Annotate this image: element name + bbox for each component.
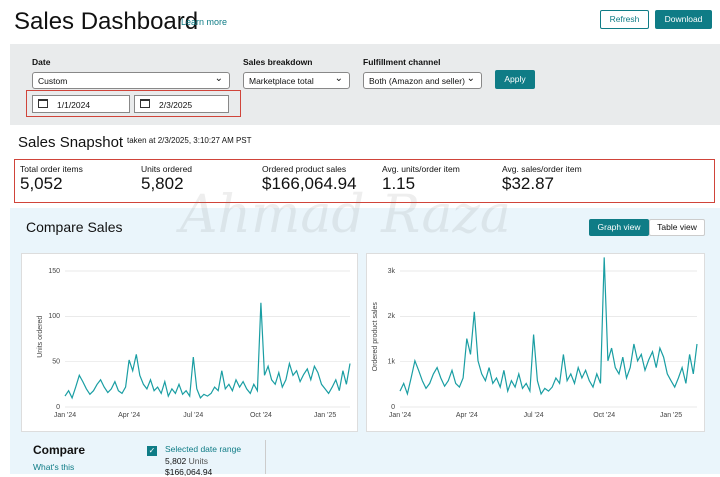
y-tick-label: 150 xyxy=(48,268,60,275)
data-line xyxy=(399,257,698,397)
units-label: Units xyxy=(188,456,209,466)
units-value: 5,802 xyxy=(165,456,187,466)
metric-label: Total order items xyxy=(20,164,83,174)
y-tick-label: 3k xyxy=(388,268,396,275)
y-tick-label: 2k xyxy=(388,313,396,320)
x-tick-label: Jan '24 xyxy=(389,412,411,419)
fulfillment-select[interactable]: Both (Amazon and seller) xyxy=(363,70,482,89)
breakdown-select[interactable]: Marketplace total xyxy=(243,70,350,89)
metric-value: 5,802 xyxy=(141,174,184,193)
snapshot-timestamp: taken at 2/3/2025, 3:10:27 AM PST xyxy=(127,136,252,145)
table-view-button[interactable]: Table view xyxy=(649,219,705,236)
snapshot-title: Sales Snapshot xyxy=(18,134,124,151)
whats-this-link[interactable]: What's this xyxy=(33,462,75,472)
compare-title: Compare Sales xyxy=(26,219,123,235)
metric-label: Avg. sales/order item xyxy=(502,164,582,174)
calendar-icon xyxy=(38,99,48,108)
y-tick-label: 1k xyxy=(388,359,396,366)
refresh-button[interactable]: Refresh xyxy=(600,10,649,29)
x-tick-label: Jan '25 xyxy=(660,412,682,419)
metric-label: Avg. units/order item xyxy=(382,164,460,174)
metric-label: Units ordered xyxy=(141,164,193,174)
x-tick-label: Jul '24 xyxy=(183,412,203,419)
highlight-box xyxy=(26,90,241,117)
y-tick-label: 50 xyxy=(52,359,60,366)
fulfillment-label: Fulfillment channel xyxy=(363,57,441,67)
calendar-icon xyxy=(140,99,150,108)
apply-button[interactable]: Apply xyxy=(495,70,535,89)
divider xyxy=(265,440,266,474)
learn-more-link[interactable]: Learn more xyxy=(181,17,228,27)
legend-units: 5,802 Units xyxy=(165,456,208,466)
x-tick-label: Oct '24 xyxy=(593,412,615,419)
x-tick-label: Oct '24 xyxy=(250,412,272,419)
metric-value: 5,052 xyxy=(20,174,63,193)
download-button[interactable]: Download xyxy=(655,10,712,29)
data-line xyxy=(64,302,351,400)
chart-card xyxy=(366,253,705,432)
date-label: Date xyxy=(32,57,51,67)
checkbox[interactable]: ✓ xyxy=(147,446,157,456)
breakdown-label: Sales breakdown xyxy=(243,57,313,67)
highlight-box xyxy=(14,159,715,203)
metric-value: $166,064.94 xyxy=(262,174,357,193)
x-tick-label: Apr '24 xyxy=(118,412,140,419)
metric-value: $32.87 xyxy=(502,174,554,193)
watermark: Ahmad Raza xyxy=(180,185,511,245)
metric-value: 1.15 xyxy=(382,174,416,193)
start-date-input[interactable]: 1/1/2024 xyxy=(32,95,130,113)
x-tick-label: Apr '24 xyxy=(456,412,478,419)
end-date-input[interactable]: 2/3/2025 xyxy=(134,95,229,113)
y-axis-label: Units ordered xyxy=(37,316,44,358)
y-tick-label: 0 xyxy=(391,404,395,411)
legend-title: Compare xyxy=(33,443,86,457)
date-select[interactable]: Custom xyxy=(32,70,230,89)
page-title: Sales Dashboard xyxy=(14,8,199,35)
metric-label: Ordered product sales xyxy=(262,164,347,174)
legend-sales: $166,064.94 xyxy=(165,467,213,477)
y-tick-label: 0 xyxy=(56,404,60,411)
x-tick-label: Jan '25 xyxy=(314,412,336,419)
y-tick-label: 100 xyxy=(48,313,60,320)
legend-entry-name: Selected date range xyxy=(165,444,242,454)
y-axis-label: Ordered product sales xyxy=(372,302,379,372)
chart-card xyxy=(21,253,358,432)
x-tick-label: Jul '24 xyxy=(524,412,544,419)
graph-view-button[interactable]: Graph view xyxy=(589,219,649,236)
x-tick-label: Jan '24 xyxy=(54,412,76,419)
